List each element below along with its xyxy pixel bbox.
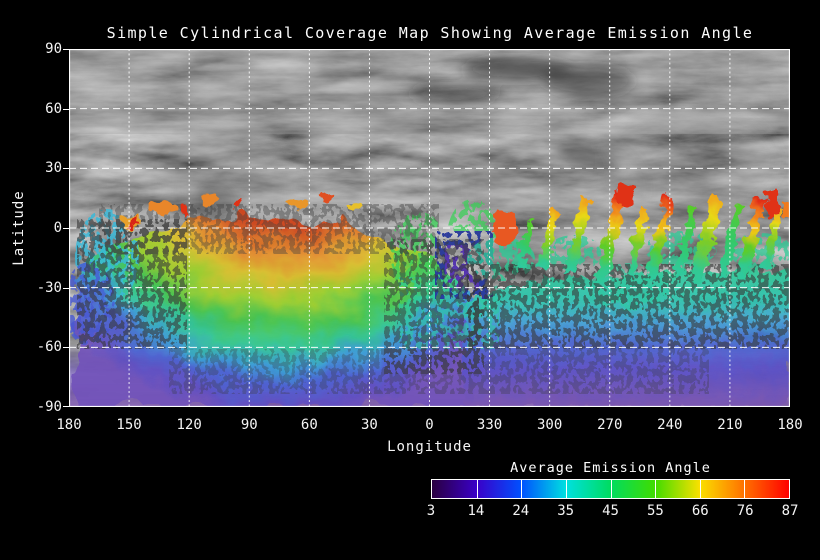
- colorbar-title: Average Emission Angle: [510, 460, 711, 476]
- colorbar-separator: [565, 480, 567, 498]
- graticule-gridlines: [69, 49, 790, 407]
- plot-title: Simple Cylindrical Coverage Map Showing …: [106, 24, 754, 42]
- x-tick-label: 210: [717, 417, 743, 433]
- y-tick-label: -30: [36, 279, 62, 296]
- x-tick-label: 270: [597, 417, 623, 433]
- colorbar-separator: [655, 480, 657, 498]
- x-tick-label: 0: [425, 417, 434, 433]
- coverage-map-canvas: [69, 49, 790, 407]
- y-axis-tickmark: [63, 406, 70, 407]
- x-tick-label: 180: [56, 417, 82, 433]
- y-tick-label: 90: [45, 41, 62, 57]
- y-axis-ticks: 90 60 30 0 -30 -60 -90: [18, 41, 62, 415]
- x-axis-title: Longitude: [387, 439, 472, 455]
- coverage-gaps: [77, 204, 790, 394]
- x-tick-label: 330: [476, 417, 503, 433]
- x-tick-label: 180: [777, 417, 803, 433]
- colorbar-separator: [699, 480, 701, 498]
- y-tick-label: 30: [45, 160, 62, 177]
- colorbar-tick-label: 35: [557, 503, 575, 519]
- y-axis-tickmark: [63, 109, 70, 110]
- colorbar-tick-label: 45: [602, 503, 619, 519]
- colorbar-separator: [476, 480, 478, 498]
- y-axis-tickmark: [63, 168, 70, 169]
- y-tick-label: -90: [36, 399, 62, 415]
- colorbar-tick-label: 66: [691, 503, 709, 519]
- colorbar-separator: [744, 480, 746, 498]
- coverage-overlay: [69, 183, 790, 407]
- warm-edge-patches: [121, 183, 790, 243]
- colorbar-gradient: [431, 479, 790, 499]
- x-tick-label: 240: [657, 417, 683, 433]
- colorbar-tick-label: 24: [512, 503, 530, 519]
- y-axis-tickmark: [63, 49, 70, 50]
- colorbar-tick-label: 87: [781, 503, 799, 519]
- x-tick-label: 300: [537, 417, 563, 433]
- x-tick-label: 60: [300, 417, 318, 433]
- colorbar-tick-label: 55: [646, 503, 664, 519]
- colorbar-tick-label: 14: [467, 503, 485, 519]
- x-tick-label: 150: [116, 417, 142, 433]
- x-tick-label: 30: [360, 417, 378, 433]
- x-axis-ticks: 180 150 120 90 60 30 0 330 300 270 240 2…: [56, 417, 802, 433]
- x-tick-label: 90: [240, 417, 258, 433]
- y-axis-title: Latitude: [11, 190, 27, 266]
- y-axis-tickmark: [63, 228, 70, 229]
- map-plot-area: [69, 49, 790, 407]
- y-tick-label: 0: [53, 220, 62, 236]
- y-axis-tickmark: [63, 288, 70, 289]
- colorbar-tick-label: 76: [736, 503, 754, 519]
- colorbar-separator: [610, 480, 612, 498]
- colorbar-ticks: 3 14 24 35 45 55 66 76 87: [427, 503, 799, 519]
- colorbar-tick-label: 3: [426, 503, 436, 519]
- y-tick-label: 60: [45, 100, 62, 117]
- y-axis-tickmark: [63, 347, 70, 348]
- y-tick-label: -60: [36, 339, 62, 356]
- colorbar-separator: [521, 480, 523, 498]
- x-tick-label: 120: [176, 417, 202, 433]
- observation-streaks: [516, 189, 783, 287]
